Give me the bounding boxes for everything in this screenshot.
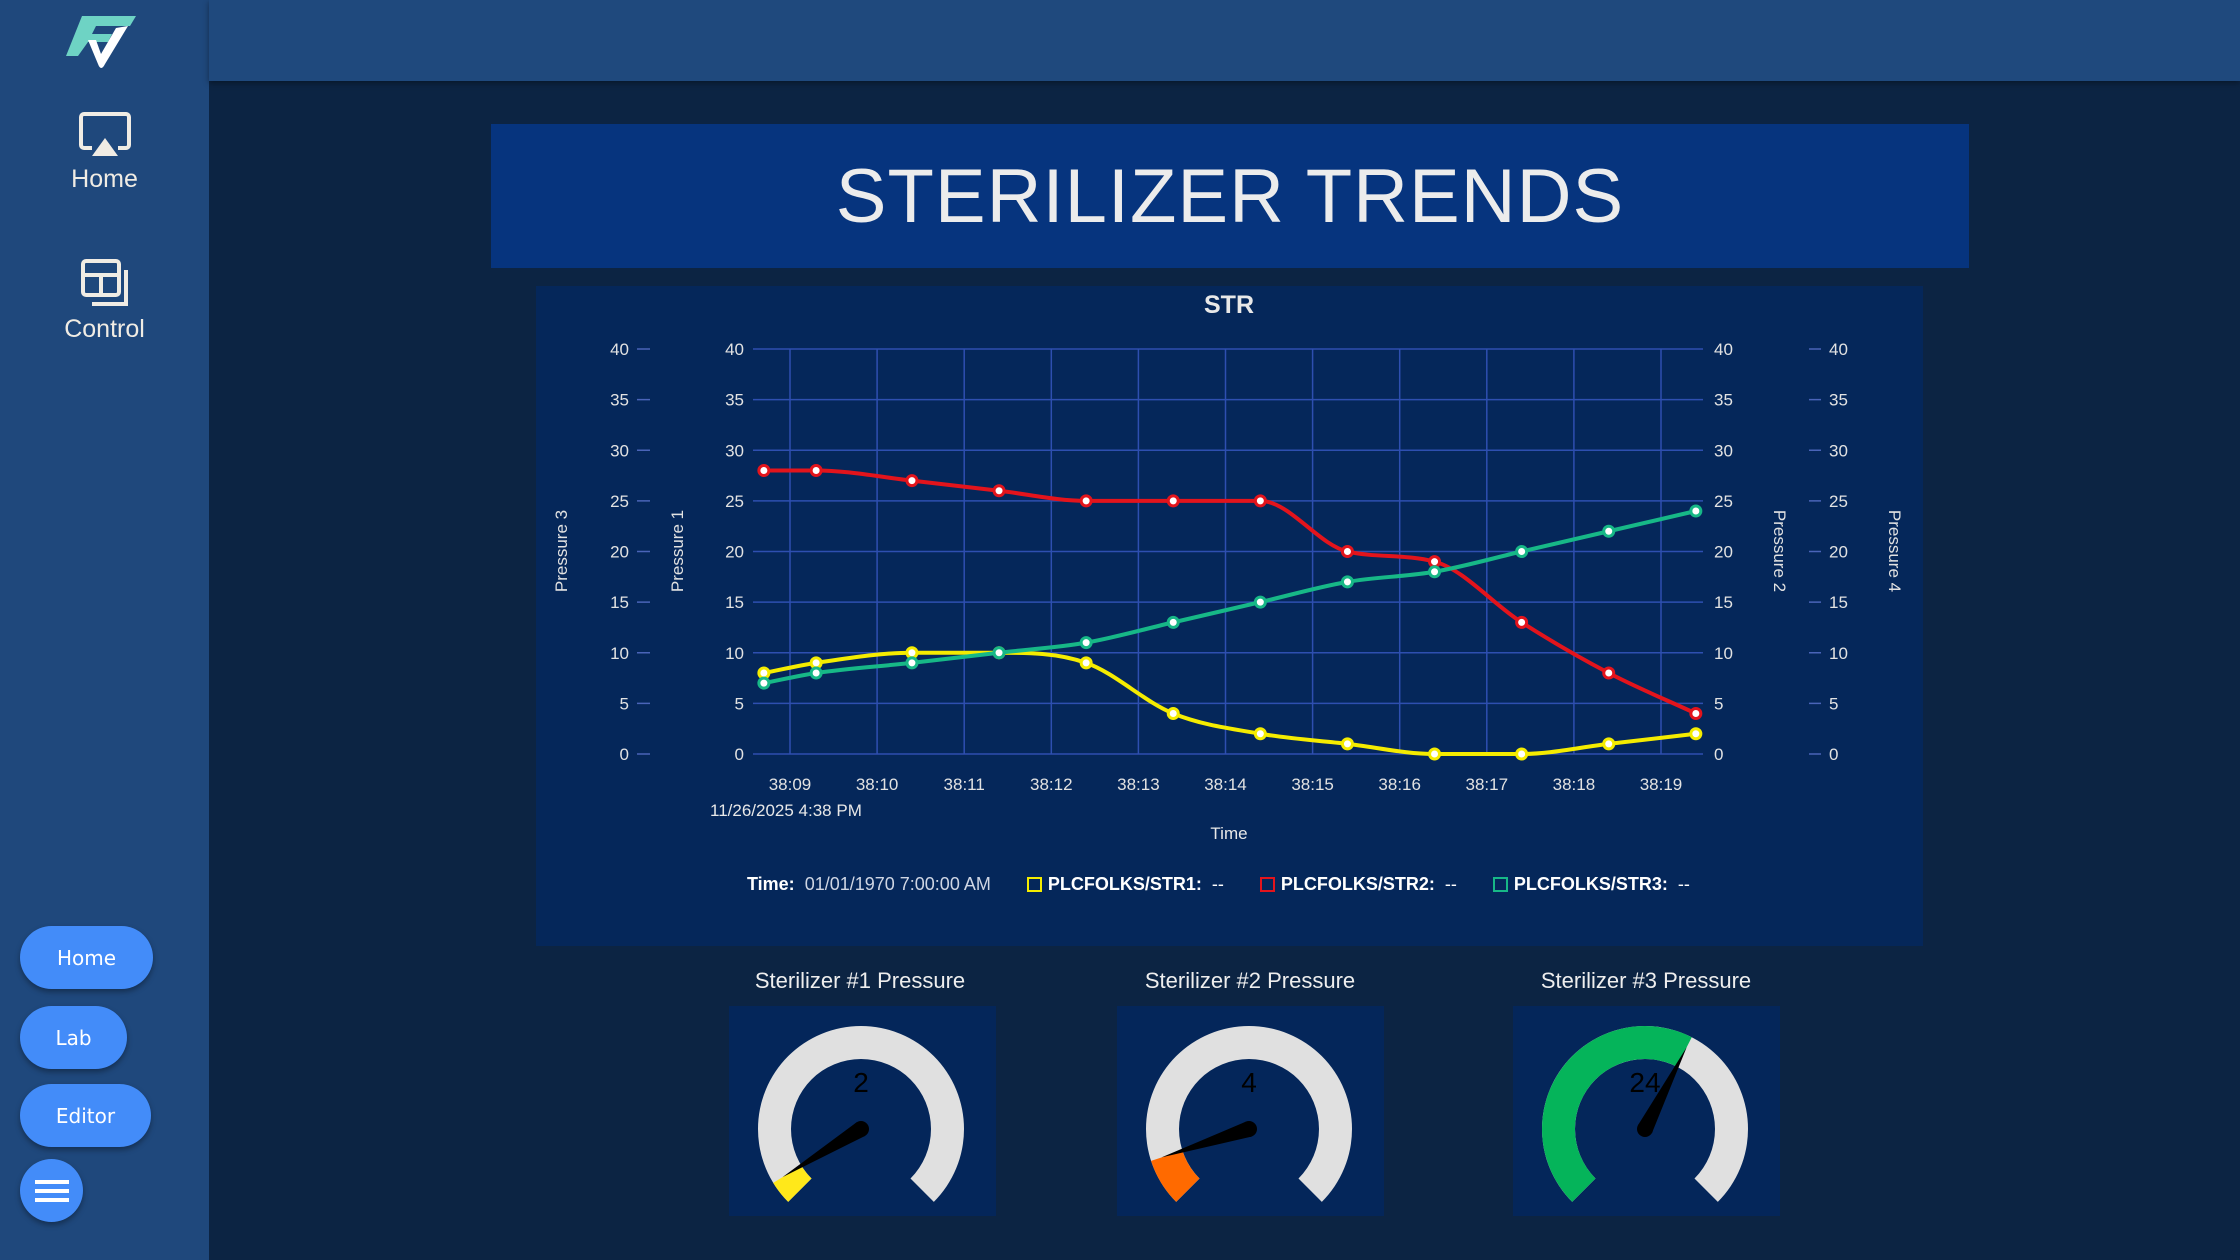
gauge-value: 4 [1241,1067,1257,1098]
gauge-track [1146,1026,1352,1202]
sidebar-item-home[interactable]: Home [0,112,209,194]
gauge-needle-hub [853,1121,869,1137]
gauge-title-3: Sterilizer #3 Pressure [1540,968,1752,993]
gauge-needle [1161,1121,1252,1158]
gauge-needle [782,1122,866,1178]
sidebar-item-control[interactable]: Control [0,258,209,344]
hamburger-icon [34,1179,69,1202]
sidebar: Home Control Home Lab Editor [0,0,209,1260]
gauge-needle-hub [1637,1121,1653,1137]
gauge-sterilizer-3: 24 [1513,1006,1780,1216]
menu-button[interactable] [20,1159,83,1222]
editor-button[interactable]: Editor [20,1084,151,1147]
gauge-title-2: Sterilizer #2 Pressure [1144,968,1356,993]
top-bar [209,0,2240,81]
legend-value-str3: -- [1677,874,1690,894]
sidebar-item-label: Control [64,315,145,343]
lab-button[interactable]: Lab [20,1006,127,1069]
gauge-title-1: Sterilizer #1 Pressure [754,968,966,993]
legend-value-str1: -- [1211,874,1224,894]
dashboard-icon [80,259,128,306]
chart-legend: Time: 01/01/1970 7:00:00 AM PLCFOLKS/STR… [747,874,1690,895]
gauge-sterilizer-2: 4 [1117,1006,1384,1216]
legend-swatch-str1[interactable] [1026,877,1042,892]
home-button[interactable]: Home [20,926,153,989]
sidebar-item-label: Home [71,165,138,193]
gauge-needle-hub [1241,1121,1257,1137]
legend-label-str1: PLCFOLKS/STR1: [1047,874,1202,894]
legend-time-label: Time: [747,874,795,894]
legend-label-str3: PLCFOLKS/STR3: [1513,874,1668,894]
legend-swatch-str2[interactable] [1259,877,1275,892]
legend-label-str2: PLCFOLKS/STR2: [1280,874,1435,894]
airplay-icon [78,112,131,156]
legend-value-str2: -- [1444,874,1457,894]
gauge-value: 2 [853,1067,869,1098]
gauge-sterilizer-1: 2 [729,1006,996,1216]
gauge-fill [1151,1150,1200,1202]
page-title: STERILIZER TRENDS [835,153,1625,239]
legend-time-value: 01/01/1970 7:00:00 AM [804,874,991,894]
chart-panel [536,286,1923,946]
gauge-fill [1542,1026,1692,1202]
gauge-fill [773,1165,812,1202]
logo-icon [66,16,136,68]
legend-swatch-str3[interactable] [1492,877,1508,892]
gauge-needle [1637,1047,1687,1133]
title-banner: STERILIZER TRENDS [491,124,1969,268]
gauge-track [758,1026,964,1202]
gauge-value: 24 [1629,1067,1660,1098]
